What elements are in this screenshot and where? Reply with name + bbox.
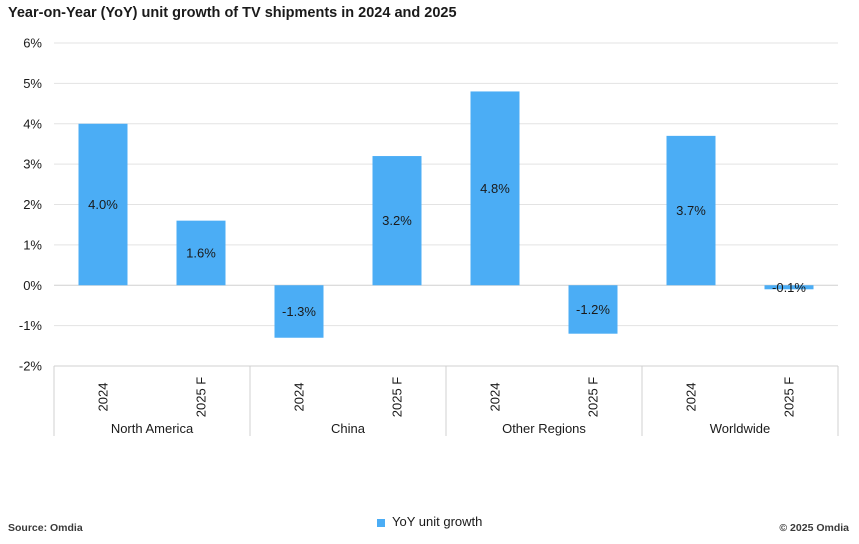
bar (78, 123, 128, 286)
group-label: Worldwide (710, 421, 770, 436)
legend-label: YoY unit growth (392, 514, 483, 529)
data-label: -1.3% (282, 304, 316, 319)
data-label: 3.7% (676, 203, 706, 218)
data-label: 4.0% (88, 197, 118, 212)
x-tick-label: 2025 F (586, 377, 601, 418)
x-tick-label: 2024 (684, 383, 699, 412)
x-tick-label: 2025 F (194, 377, 209, 418)
bar (470, 91, 520, 286)
data-label: -1.2% (576, 302, 610, 317)
x-tick-label: 2024 (292, 383, 307, 412)
source-note: Source: Omdia (8, 522, 83, 534)
y-tick-label: 4% (23, 116, 42, 131)
data-label: 4.8% (480, 181, 510, 196)
bar (764, 285, 814, 290)
x-tick-label: 2025 F (390, 377, 405, 418)
y-tick-label: 1% (23, 237, 42, 252)
y-tick-label: 3% (23, 157, 42, 172)
bars: 4.0% 1.6% -1.3% 3.2% 4.8% -1.2% 3.7% -0.1% (78, 91, 814, 338)
y-tick-label: 2% (23, 197, 42, 212)
x-tick-label: 2025 F (782, 377, 797, 418)
bar-chart: -2%-1%0%1%2%3%4%5%6% 4.0%1.6%-1.3%3.2%4.… (19, 36, 839, 436)
bar (176, 220, 226, 286)
data-label: 3.2% (382, 213, 412, 228)
y-tick-label: -2% (19, 359, 43, 374)
group-label: Other Regions (502, 421, 586, 436)
y-tick-label: 0% (23, 278, 42, 293)
x-tick-label: 2024 (96, 383, 111, 412)
y-tick-label: 5% (23, 76, 42, 91)
group-label: North America (111, 421, 194, 436)
legend-swatch (376, 518, 385, 527)
data-label: 1.6% (186, 245, 216, 260)
x-tick-label: 2024 (488, 383, 503, 412)
bar (274, 285, 324, 338)
y-axis: -2% -1% 0% 1% 2% 3% 4% 5% 6% (19, 36, 43, 374)
chart-title: Year-on-Year (YoY) unit growth of TV shi… (8, 5, 457, 21)
copyright-note: © 2025 Omdia (779, 522, 849, 534)
y-tick-label: 6% (23, 36, 42, 51)
legend: YoY unit growth (0, 514, 859, 529)
group-label: China (331, 421, 366, 436)
data-label: -0.1% (772, 280, 806, 295)
bar (372, 156, 422, 286)
y-tick-label: -1% (19, 318, 43, 333)
bar (568, 285, 618, 334)
gridlines (54, 42, 838, 367)
bar (666, 135, 716, 286)
